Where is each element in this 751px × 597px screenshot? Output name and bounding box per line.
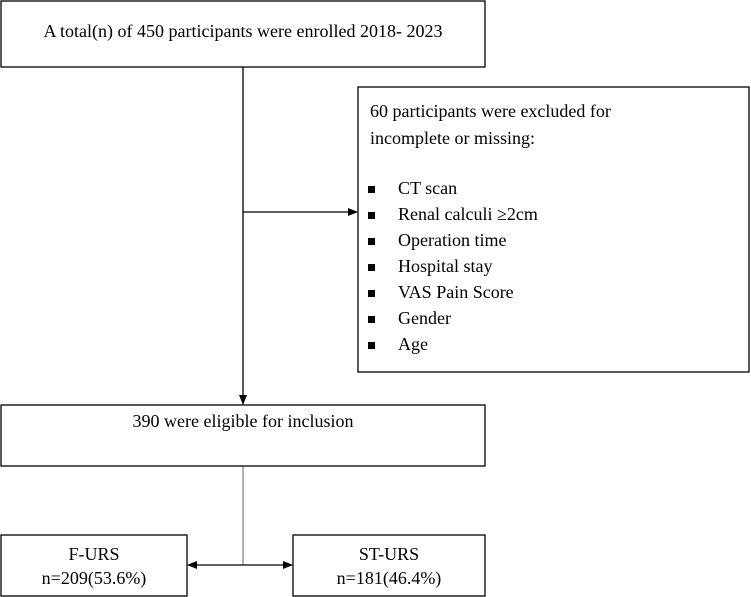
bullet	[368, 212, 375, 219]
exclusion-item: VAS Pain Score	[398, 282, 514, 302]
box-text: F-URS	[68, 544, 119, 564]
bullet	[368, 186, 375, 193]
bullet	[368, 290, 375, 297]
box-text: ST-URS	[359, 544, 419, 564]
exclusion-item: Operation time	[398, 230, 506, 250]
bullet	[368, 238, 375, 245]
bullet	[368, 342, 375, 349]
exclusion-item: Age	[398, 334, 428, 354]
box-st-urs	[292, 534, 486, 597]
box-enrolled	[0, 0, 486, 68]
exclusion-item: Renal calculi ≥2cm	[398, 204, 538, 224]
exclusion-list: CT scan Renal calculi ≥2cm Operation time H…	[368, 178, 538, 354]
bullet	[368, 316, 375, 323]
box-text: 390 were eligible for inclusion	[133, 411, 354, 431]
box-excluded	[357, 86, 750, 373]
exclusion-item: Gender	[398, 308, 451, 328]
exclusion-item: CT scan	[398, 178, 457, 198]
box-text: A total(n) of 450 participants were enro…	[44, 21, 443, 42]
box-f-urs	[0, 534, 188, 597]
box-text: 60 participants were excluded for	[370, 101, 611, 121]
bullet	[368, 264, 375, 271]
exclusion-item: Hospital stay	[398, 256, 493, 276]
box-text: incomplete or missing:	[370, 128, 535, 148]
box-eligible	[0, 404, 486, 467]
box-text: n=209(53.6%)	[42, 568, 147, 589]
box-text: n=181(46.4%)	[337, 568, 442, 589]
